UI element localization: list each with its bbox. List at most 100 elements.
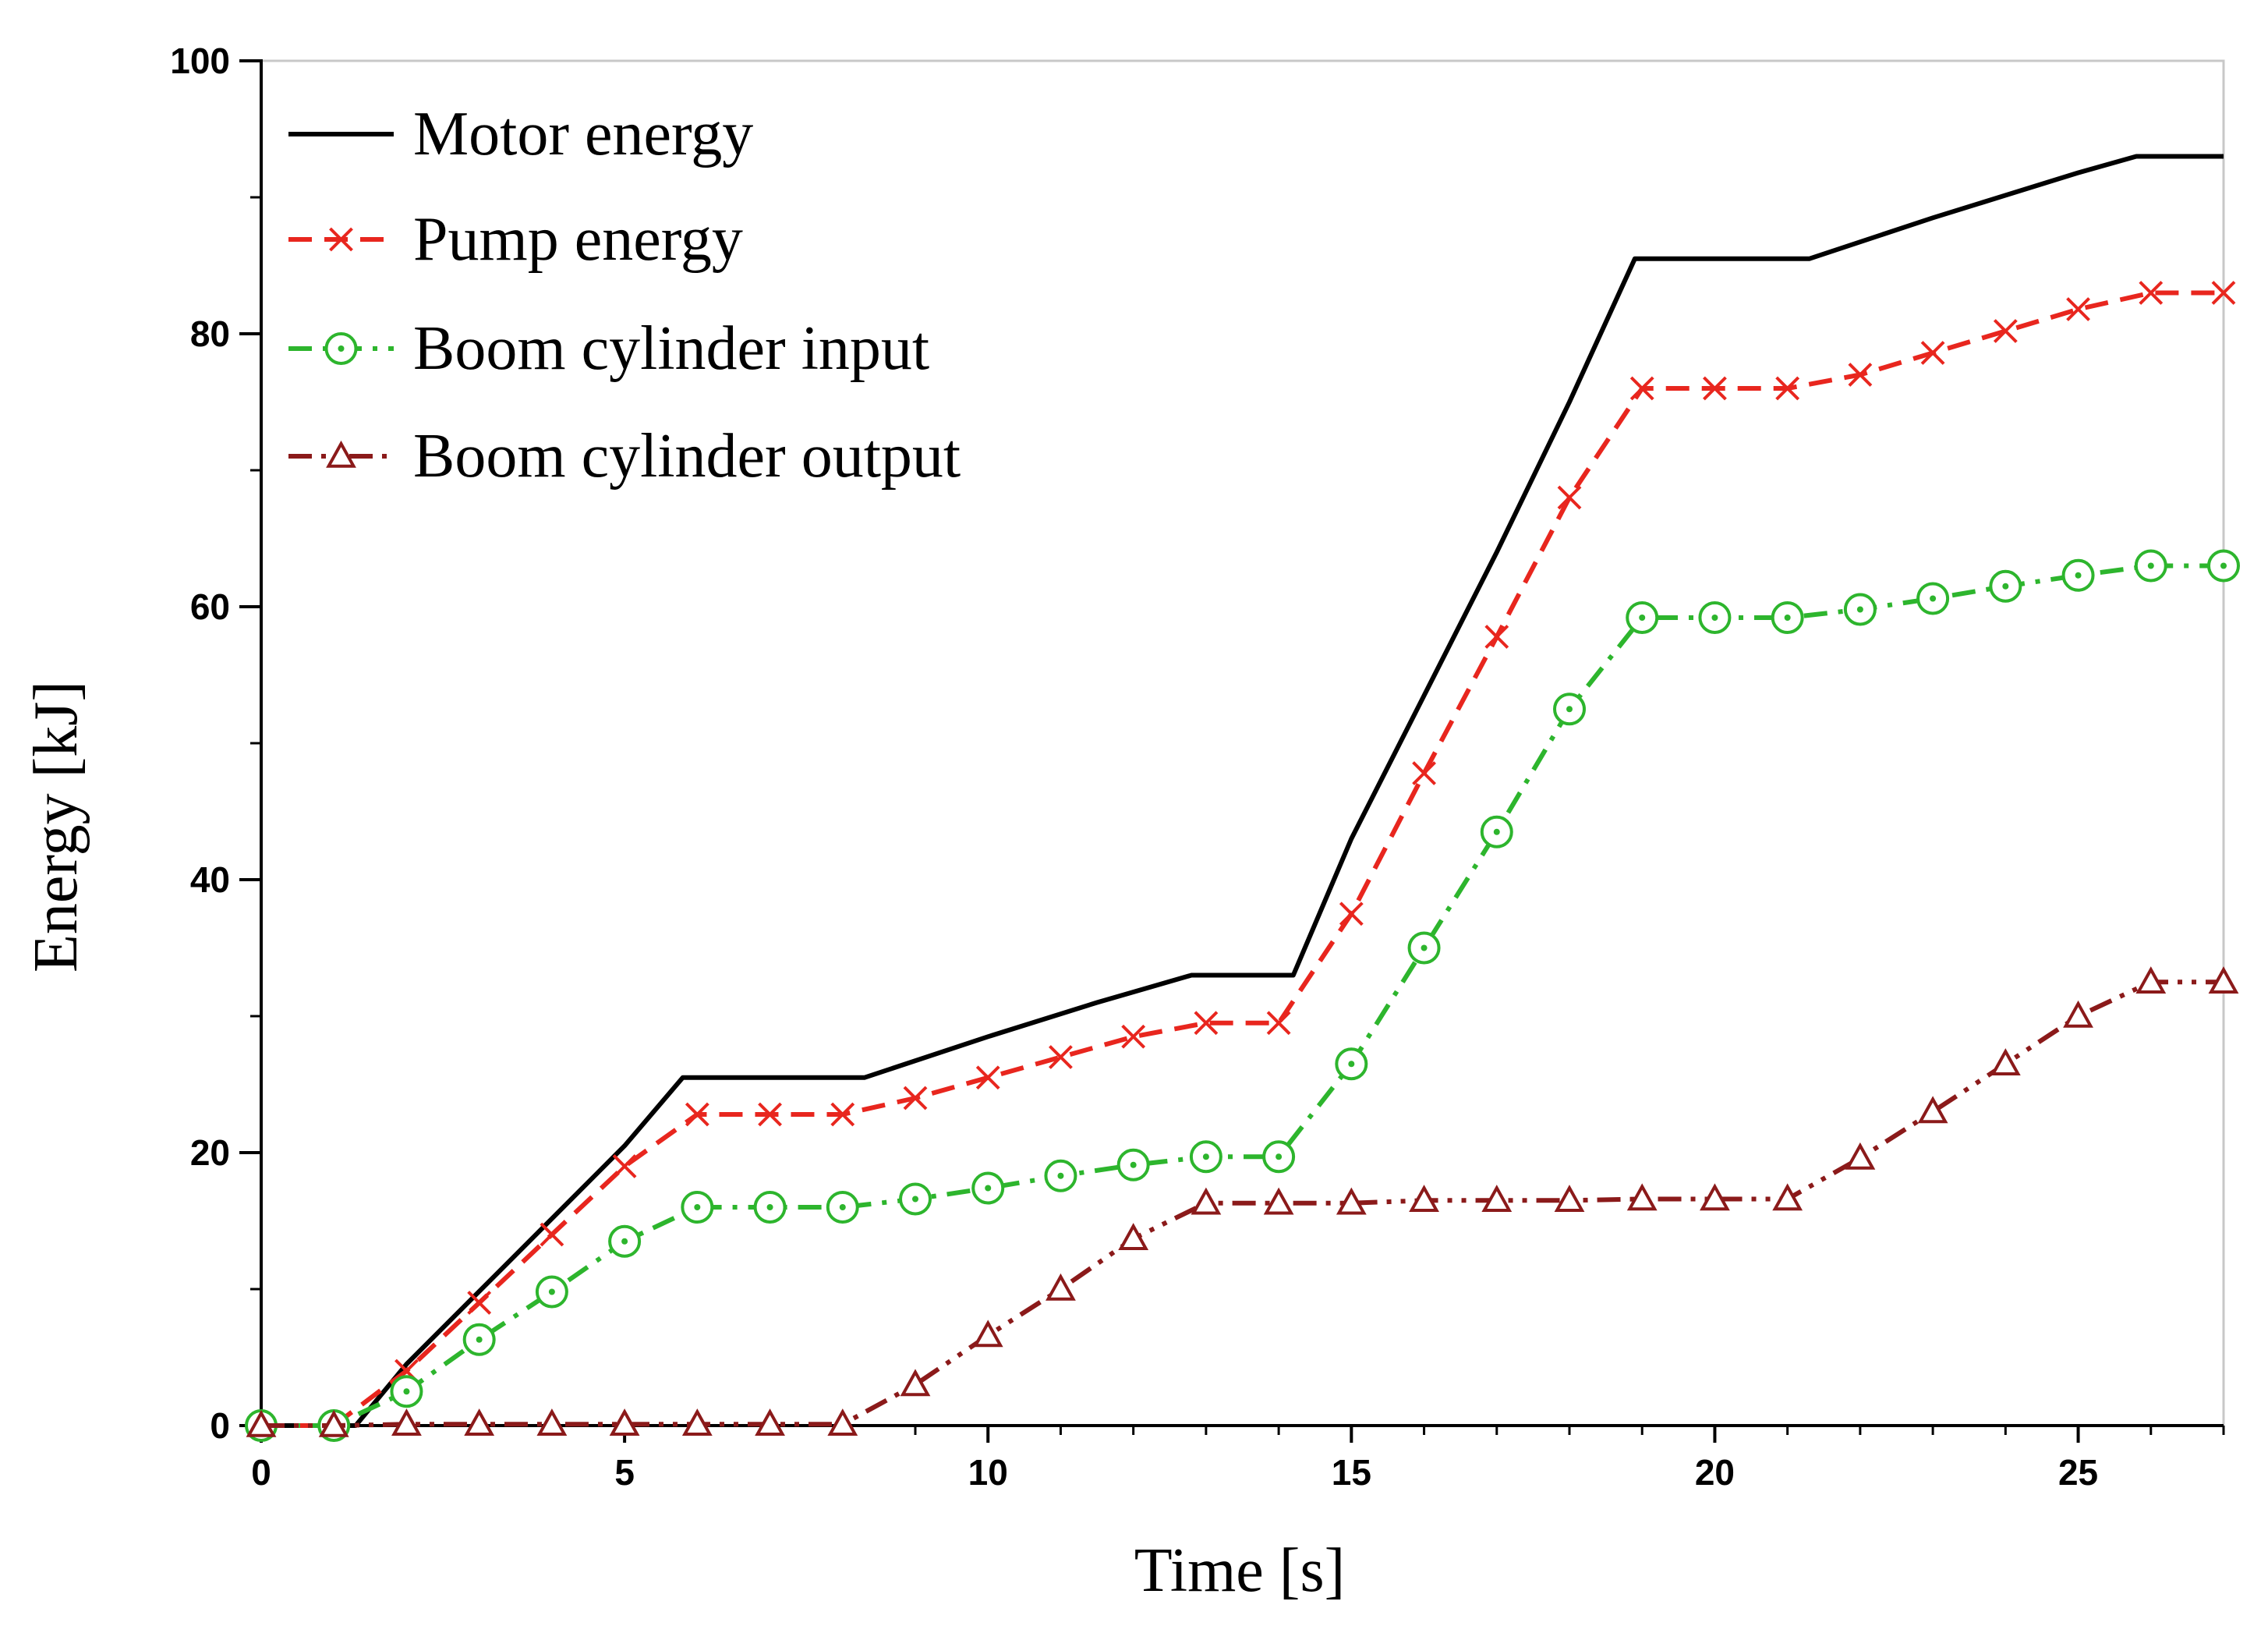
boom-cylinder-input-marker [1407,931,1441,965]
boom-cylinder-input-marker [1044,1159,1077,1192]
boom-cylinder-output-marker [246,1409,277,1437]
pump-energy-marker [1920,341,1945,365]
boom-cylinder-input-marker [2061,558,2095,592]
series-line-motor-energy [261,154,2224,1428]
boom-cylinder-output-marker [1917,1096,1948,1124]
boom-cylinder-input-marker [2207,549,2240,583]
legend-boom-cylinder-input-marker [324,332,358,365]
series-motor-energy [261,154,2224,1428]
boom-cylinder-output-marker [609,1408,640,1436]
boom-cylinder-input-marker [1480,815,1513,848]
boom-cylinder-output-marker [1046,1273,1076,1301]
pump-energy-marker [1121,1024,1146,1049]
boom-cylinder-output-marker [1772,1183,1803,1211]
legend-item-motor-energy: Motor energy [288,100,753,168]
boom-cylinder-input-marker [753,1191,787,1224]
pump-energy-marker [1339,902,1364,926]
legend-pump-energy-marker [329,227,353,252]
boom-cylinder-input-marker [535,1275,568,1309]
pump-energy-marker [1412,761,1436,785]
boom-cylinder-input-marker [1262,1140,1296,1174]
boom-cylinder-output-marker [2135,966,2167,994]
pump-energy-marker [1049,1045,1073,1069]
x-tick-label: 15 [1332,1452,1371,1493]
boom-cylinder-output-marker [972,1320,1003,1348]
y-tick-label: 100 [170,41,230,81]
boom-cylinder-output-marker [1481,1185,1513,1213]
x-tick-label: 5 [614,1452,635,1493]
boom-cylinder-output-marker [464,1408,495,1436]
boom-cylinder-input-marker [1189,1140,1222,1174]
boom-cylinder-input-marker [681,1191,714,1224]
boom-cylinder-input-marker [1916,582,1950,615]
series-line-boom-cylinder-output [261,979,2224,1428]
series-line-pump-energy [261,290,2224,1428]
x-tick-label: 25 [2058,1452,2098,1493]
y-tick-label: 60 [190,586,230,627]
series-layer [245,154,2240,1442]
boom-cylinder-input-marker [899,1182,932,1216]
legend-label: Boom cylinder input [413,314,929,383]
boom-cylinder-input-marker [1843,593,1877,626]
boom-cylinder-output-marker [1626,1183,1658,1211]
x-tick-label: 20 [1695,1452,1735,1493]
boom-cylinder-output-marker [1845,1142,1876,1170]
legend-item-boom-cylinder-output: Boom cylinder output [288,422,961,491]
boom-cylinder-output-marker [1336,1187,1367,1215]
boom-cylinder-output-marker [1191,1187,1222,1215]
pump-energy-marker [903,1086,928,1111]
pump-energy-marker [1194,1011,1219,1036]
boom-cylinder-output-marker [2063,1000,2093,1028]
y-tick-label: 40 [190,859,230,900]
legend-label: Pump energy [413,205,743,274]
boom-cylinder-input-marker [2134,549,2167,583]
pump-energy-marker [758,1102,782,1127]
boom-cylinder-input-marker [826,1191,859,1224]
boom-cylinder-input-marker [1116,1148,1150,1181]
pump-energy-marker [1703,376,1727,401]
boom-cylinder-input-marker [462,1323,496,1356]
legend-item-boom-cylinder-input: Boom cylinder input [288,314,929,383]
boom-cylinder-output-marker [536,1408,568,1436]
x-tick-label: 10 [968,1452,1008,1493]
boom-cylinder-output-marker [318,1409,349,1437]
pump-energy-marker [467,1291,492,1315]
boom-cylinder-output-marker [900,1369,931,1397]
legend: Motor energy Pump energy Boom cylinder inp… [288,100,961,491]
y-axis-title: Energy [kJ] [22,681,90,972]
boom-cylinder-input-marker [1335,1047,1368,1081]
pump-energy-marker [1266,1011,1291,1036]
pump-energy-marker [2211,281,2236,305]
pump-energy-marker [1848,363,1873,387]
boom-cylinder-input-marker [390,1375,423,1408]
boom-cylinder-input-marker [1989,569,2022,603]
boom-cylinder-output-marker [1700,1183,1730,1211]
pump-energy-marker [612,1154,637,1178]
boom-cylinder-input-marker [1553,693,1586,726]
pump-energy-marker [540,1222,564,1247]
boom-cylinder-input-marker [1626,601,1659,634]
boom-cylinder-output-marker [681,1408,713,1436]
boom-cylinder-input-marker [971,1171,1005,1205]
x-tick-label: 0 [251,1452,271,1493]
boom-cylinder-output-marker [1409,1185,1439,1213]
y-tick-label: 80 [190,314,230,354]
boom-cylinder-output-marker [1554,1185,1585,1213]
legend-label: Boom cylinder output [413,422,961,491]
series-boom-cylinder-input [245,549,2240,1442]
legend-boom-cylinder-output-marker [326,440,356,468]
pump-energy-marker [685,1102,709,1127]
boom-cylinder-output-marker [827,1408,858,1436]
pump-energy-marker [1629,376,1654,401]
legend-label: Motor energy [413,100,753,168]
boom-cylinder-output-marker [1263,1187,1294,1215]
x-axis-title: Time [s] [1134,1536,1345,1605]
pump-energy-marker [975,1065,1000,1090]
boom-cylinder-output-marker [755,1408,785,1436]
boom-cylinder-output-marker [2208,966,2239,994]
pump-energy-marker [830,1102,855,1127]
pump-energy-marker [2139,281,2164,305]
pump-energy-marker [1557,485,1582,510]
pump-energy-marker [1993,319,2018,343]
